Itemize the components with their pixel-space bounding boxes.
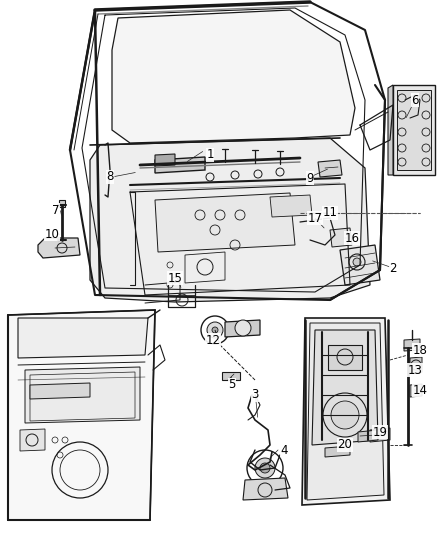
Text: 2: 2 [389, 262, 397, 274]
Text: 20: 20 [338, 439, 353, 451]
Polygon shape [270, 195, 312, 217]
Polygon shape [404, 339, 420, 351]
Text: 1: 1 [206, 149, 214, 161]
Polygon shape [30, 383, 90, 399]
Text: 8: 8 [106, 171, 114, 183]
Text: 10: 10 [45, 228, 60, 240]
Text: 3: 3 [251, 389, 259, 401]
Polygon shape [318, 160, 342, 177]
Text: 7: 7 [52, 204, 60, 216]
Text: 16: 16 [345, 231, 360, 245]
Polygon shape [155, 193, 295, 252]
Text: 17: 17 [307, 212, 322, 224]
Polygon shape [243, 478, 288, 500]
Polygon shape [410, 384, 422, 397]
Text: 13: 13 [408, 364, 422, 376]
Polygon shape [112, 10, 355, 143]
Polygon shape [340, 245, 380, 285]
Polygon shape [38, 238, 80, 258]
Polygon shape [155, 157, 205, 173]
Polygon shape [225, 320, 260, 337]
Polygon shape [222, 372, 240, 380]
Text: 14: 14 [413, 384, 427, 397]
Polygon shape [328, 345, 362, 370]
Text: 18: 18 [413, 343, 427, 357]
Text: 15: 15 [168, 271, 183, 285]
Circle shape [212, 327, 218, 333]
Polygon shape [325, 446, 350, 457]
Circle shape [331, 401, 359, 429]
Polygon shape [312, 330, 378, 445]
Circle shape [235, 320, 251, 336]
Polygon shape [8, 310, 155, 520]
Polygon shape [307, 323, 384, 500]
Text: 12: 12 [205, 334, 220, 346]
Text: 5: 5 [228, 378, 236, 392]
Text: 4: 4 [280, 443, 288, 456]
Circle shape [353, 258, 361, 266]
Polygon shape [393, 85, 435, 175]
Polygon shape [397, 90, 431, 170]
Polygon shape [18, 318, 148, 358]
Polygon shape [59, 200, 65, 207]
Polygon shape [155, 154, 175, 166]
Polygon shape [330, 228, 352, 247]
Polygon shape [25, 367, 140, 423]
Circle shape [255, 458, 275, 478]
Polygon shape [370, 428, 390, 442]
Text: 19: 19 [372, 425, 388, 439]
Circle shape [260, 463, 270, 473]
Text: 6: 6 [411, 93, 419, 107]
Polygon shape [302, 318, 390, 505]
Text: 9: 9 [306, 172, 314, 184]
Circle shape [207, 322, 223, 338]
Polygon shape [410, 357, 422, 373]
Polygon shape [358, 430, 378, 442]
Polygon shape [90, 138, 370, 302]
Text: 11: 11 [322, 206, 338, 220]
Polygon shape [20, 429, 45, 451]
Polygon shape [388, 85, 393, 175]
